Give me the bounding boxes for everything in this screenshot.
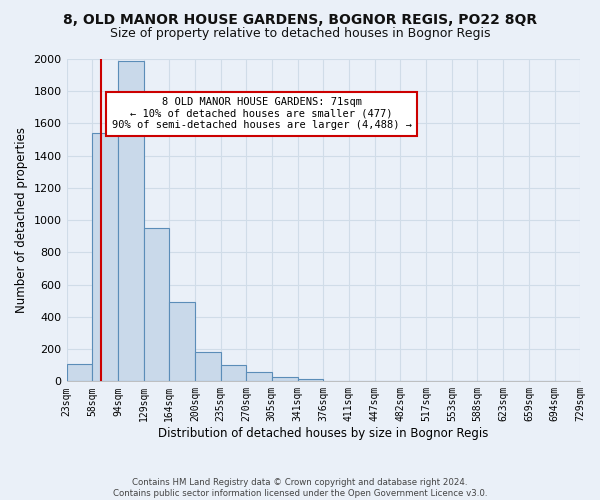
X-axis label: Distribution of detached houses by size in Bognor Regis: Distribution of detached houses by size …	[158, 427, 488, 440]
Text: 8, OLD MANOR HOUSE GARDENS, BOGNOR REGIS, PO22 8QR: 8, OLD MANOR HOUSE GARDENS, BOGNOR REGIS…	[63, 12, 537, 26]
Bar	[92, 133, 118, 382]
Y-axis label: Number of detached properties: Number of detached properties	[15, 127, 28, 313]
Text: Contains HM Land Registry data © Crown copyright and database right 2024.
Contai: Contains HM Land Registry data © Crown c…	[113, 478, 487, 498]
Bar	[246, 372, 272, 382]
Bar	[298, 379, 323, 382]
Text: 8 OLD MANOR HOUSE GARDENS: 71sqm
← 10% of detached houses are smaller (477)
90% : 8 OLD MANOR HOUSE GARDENS: 71sqm ← 10% o…	[112, 97, 412, 130]
Bar	[272, 378, 298, 382]
Bar	[67, 364, 92, 382]
Bar	[143, 228, 169, 382]
Text: Size of property relative to detached houses in Bognor Regis: Size of property relative to detached ho…	[110, 28, 490, 40]
Bar	[118, 60, 143, 382]
Bar	[221, 365, 246, 382]
Bar	[195, 352, 221, 382]
Bar	[323, 380, 349, 382]
Bar	[169, 302, 195, 382]
